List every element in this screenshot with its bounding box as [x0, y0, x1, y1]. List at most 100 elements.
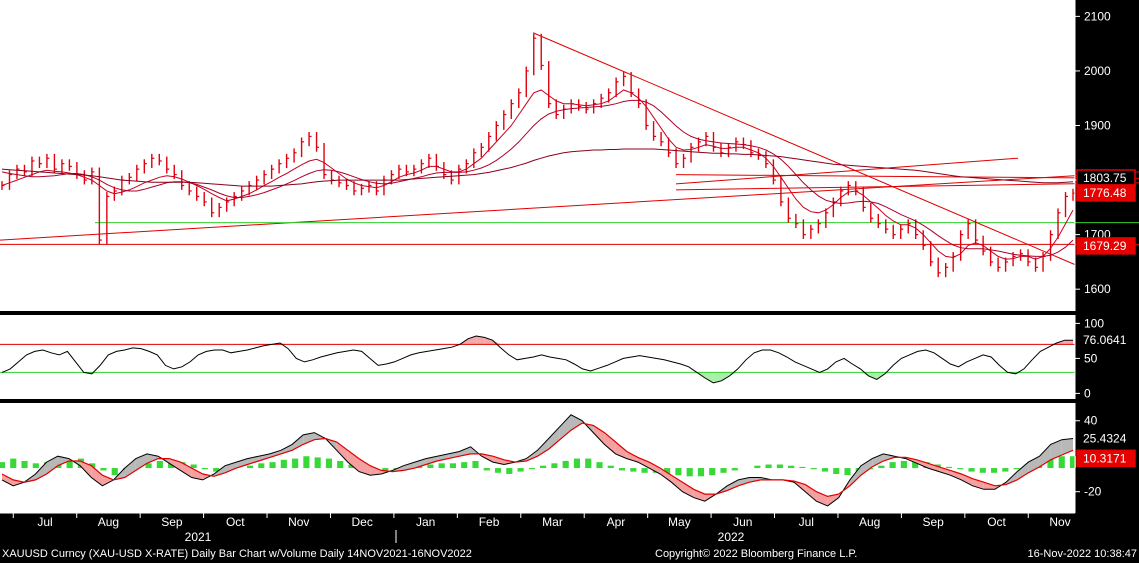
month-label: Jul: [799, 515, 814, 529]
price-ytick-label: 2100: [1084, 9, 1111, 23]
rsi-ytick-label: 100: [1084, 316, 1104, 330]
macd-histogram-bar: [100, 468, 107, 471]
macd-signal-fill: [1017, 462, 1029, 480]
year-label: 2022: [718, 530, 745, 544]
rsi-oversold-fill: [729, 372, 738, 376]
macd-signal-fill: [649, 462, 661, 474]
macd-signal-fill: [671, 475, 683, 492]
month-label: May: [668, 515, 691, 529]
price-tag-1-bg: [1076, 184, 1136, 202]
month-label: Aug: [98, 515, 119, 529]
rsi-ytick-label: 50: [1084, 351, 1098, 365]
macd-histogram-bar: [709, 468, 716, 476]
macd-histogram-bar: [979, 468, 986, 473]
macd-histogram-bar: [258, 463, 265, 469]
moving-average-2: [1, 148, 1074, 187]
trendline-5: [675, 182, 1139, 191]
rsi-panel: 100 50 0 76.0641: [0, 315, 1139, 400]
panel-separator: [0, 399, 1139, 403]
macd-histogram-bar: [596, 462, 603, 469]
macd-histogram-bar: [1002, 468, 1009, 472]
macd-signal-fill: [135, 453, 148, 471]
macd-histogram-bar: [528, 468, 535, 470]
macd-histogram-bar: [821, 468, 829, 472]
chart-title: XAUUSD Curncy (XAU-USD X-RATE) Daily Bar…: [2, 548, 472, 560]
macd-signal-fill: [191, 468, 203, 480]
macd-signal-fill: [950, 470, 962, 480]
macd-signal-fill: [303, 432, 315, 445]
macd-histogram-bar: [494, 468, 502, 473]
month-label: Dec: [352, 515, 373, 529]
macd-histogram-bar: [1013, 468, 1020, 470]
macd-signal-fill: [961, 473, 973, 486]
macd-histogram-bar: [844, 468, 851, 476]
macd-histogram-bar: [607, 465, 614, 469]
month-label: Jul: [37, 515, 52, 529]
macd-signal-fill: [1050, 439, 1062, 460]
macd-signal-fill: [180, 462, 192, 478]
macd-signal-fill: [102, 475, 114, 486]
timestamp: 16-Nov-2022 10:38:47: [1027, 548, 1137, 560]
macd-histogram-bar: [427, 464, 434, 469]
macd-histogram-bar: [449, 463, 457, 469]
month-label: Sep: [161, 515, 183, 529]
month-label: Jan: [416, 515, 435, 529]
macd-signal-fill: [91, 465, 103, 486]
macd-histogram-bar: [201, 468, 208, 470]
macd-signal-fill: [548, 426, 560, 450]
trendline-4: [675, 157, 1019, 185]
month-label: Jun: [733, 515, 752, 529]
macd-histogram-bar: [438, 463, 445, 469]
price-tag-0: 1803.75: [1083, 171, 1127, 185]
macd-signal-fill: [805, 484, 817, 502]
macd-panel: 40 -20 25.4324 10.3171: [0, 403, 1139, 513]
macd-histogram-bar: [675, 468, 682, 476]
macd-histogram-bar: [889, 462, 896, 469]
macd-histogram-bar: [190, 464, 197, 469]
macd-histogram-bar: [325, 458, 333, 469]
rsi-line: [1, 335, 1073, 384]
macd-histogram-bar: [957, 468, 964, 470]
macd-signal-tag-bg: [1076, 449, 1136, 468]
macd-histogram-bar: [912, 460, 919, 469]
macd-histogram-bar: [337, 460, 344, 469]
macd-value-label: 25.4324: [1083, 431, 1127, 445]
rsi-oversold-fill: [721, 372, 730, 381]
macd-histogram-bar: [573, 458, 581, 469]
macd-histogram-bar: [551, 463, 558, 469]
macd-histogram-bar: [754, 465, 761, 469]
macd-histogram-bar: [720, 468, 727, 473]
macd-histogram-bar: [968, 468, 975, 472]
macd-signal-fill: [604, 432, 616, 454]
macd-histogram-bar: [618, 468, 626, 471]
macd-histogram-bar: [303, 456, 310, 469]
macd-histogram-bar: [506, 468, 513, 474]
macd-histogram-bar: [32, 463, 39, 469]
month-label: Nov: [288, 515, 309, 529]
macd-histogram-bar: [1058, 456, 1065, 469]
macd-histogram-bar: [697, 468, 705, 477]
macd-histogram-bar: [731, 468, 738, 471]
macd-ytick-label: -20: [1084, 485, 1102, 499]
rsi-overbought-fill: [1064, 340, 1073, 345]
macd-histogram-bar: [280, 459, 287, 469]
macd-signal-fill: [147, 453, 159, 464]
macd-signal-fill: [660, 468, 672, 483]
rsi-plot-area: [0, 315, 1075, 399]
macd-signal-fill: [459, 446, 471, 457]
macd-line: [1, 414, 1074, 507]
month-label: Mar: [542, 515, 563, 529]
macd-signal-fill: [537, 438, 549, 457]
month-label: Aug: [859, 515, 880, 529]
macd-histogram-bar: [562, 460, 569, 469]
macd-signal-fill: [370, 465, 382, 476]
macd-histogram-bar: [686, 468, 693, 477]
macd-histogram-bar: [269, 462, 276, 469]
macd-signal-fill: [280, 444, 293, 454]
macd-histogram-bar: [483, 468, 490, 471]
rsi-oversold-fill: [713, 372, 722, 383]
macd-signal-fill: [559, 414, 571, 440]
rsi-value-label: 76.0641: [1083, 333, 1127, 347]
macd-histogram-bar: [111, 468, 118, 476]
rsi-ytick-label: 0: [1084, 386, 1091, 400]
